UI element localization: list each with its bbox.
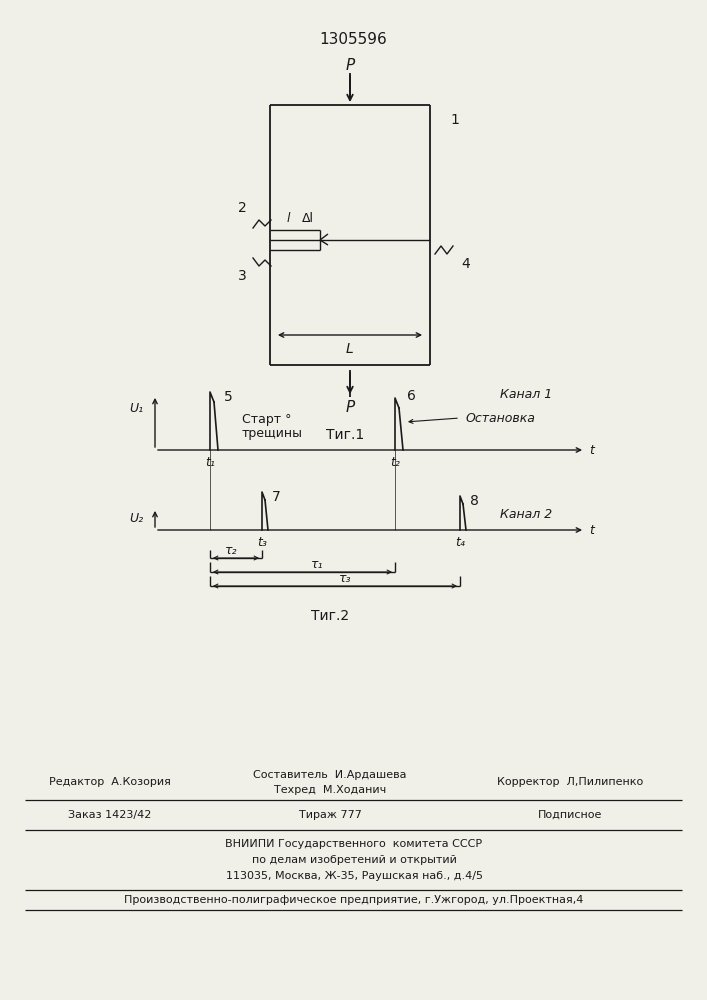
Text: 1305596: 1305596 [319,32,387,47]
Text: 7: 7 [272,490,281,504]
Text: трещины: трещины [242,426,303,440]
Text: 8: 8 [470,494,479,508]
Text: τ₁: τ₁ [311,558,323,570]
Text: по делам изобретений и открытий: по делам изобретений и открытий [252,855,457,865]
Text: Канал 1: Канал 1 [500,388,552,401]
Text: τ₂: τ₂ [225,544,238,556]
Text: t: t [590,444,595,456]
Text: t₁: t₁ [205,456,215,468]
Text: Τиг.1: Τиг.1 [326,428,364,442]
Text: Τиг.2: Τиг.2 [311,609,349,623]
Text: 4: 4 [461,257,469,271]
Text: τ₃: τ₃ [339,572,351,584]
Text: 3: 3 [238,269,247,283]
Text: Корректор  Л,Пилипенко: Корректор Л,Пилипенко [497,777,643,787]
Text: Составитель  И.Ардашева: Составитель И.Ардашева [253,770,407,780]
Text: Подписное: Подписное [538,810,602,820]
Text: t₃: t₃ [257,536,267,548]
Text: Заказ 1423/42: Заказ 1423/42 [69,810,152,820]
Text: 5: 5 [224,390,233,404]
Text: ВНИИПИ Государственного  комитета СССР: ВНИИПИ Государственного комитета СССР [226,839,483,849]
Text: 113035, Москва, Ж-35, Раушская наб., д.4/5: 113035, Москва, Ж-35, Раушская наб., д.4… [226,871,482,881]
Text: U₁: U₁ [129,401,143,414]
Text: Тираж 777: Тираж 777 [298,810,361,820]
Text: Производственно-полиграфическое предприятие, г.Ужгород, ул.Проектная,4: Производственно-полиграфическое предприя… [124,895,584,905]
Text: l: l [286,212,290,225]
Text: P: P [346,57,355,73]
Text: Старт °: Старт ° [242,414,291,426]
Text: t: t [590,524,595,536]
Text: 2: 2 [238,201,247,215]
Text: P: P [346,399,355,414]
Text: Канал 2: Канал 2 [500,508,552,522]
Text: t₄: t₄ [455,536,465,548]
Text: Техред  М.Ходанич: Техред М.Ходанич [274,785,386,795]
Text: Δl: Δl [302,212,314,225]
Text: t₂: t₂ [390,456,400,468]
Text: Остановка: Остановка [465,412,535,424]
Text: L: L [346,342,354,356]
Text: Редактор  А.Козория: Редактор А.Козория [49,777,171,787]
Text: U₂: U₂ [129,512,143,524]
Text: 6: 6 [407,389,416,403]
Text: 1: 1 [450,113,459,127]
